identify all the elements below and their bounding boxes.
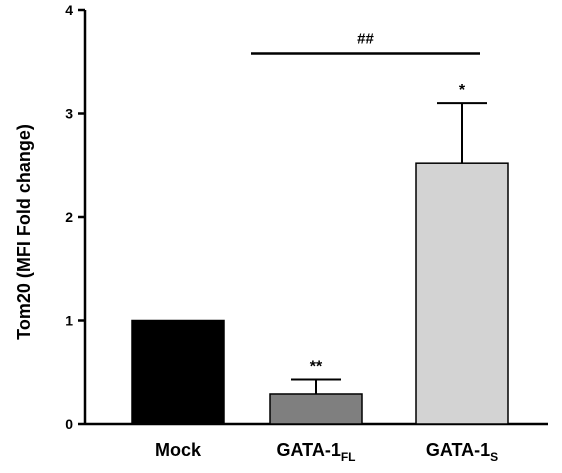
comparison-label: ## [357, 30, 374, 47]
x-tick-label-subscript: FL [341, 450, 356, 464]
significance-markers-group: *** [310, 82, 466, 375]
y-axis-label: Tom20 (MFI Fold change) [14, 124, 34, 340]
x-axis-tick-labels: Mock GATA-1FL GATA-1S [155, 440, 498, 464]
significance-marker: ** [310, 358, 323, 375]
y-tick-label: 2 [65, 209, 73, 225]
bar [131, 319, 225, 425]
bar [269, 393, 363, 425]
y-tick-label: 1 [65, 313, 73, 329]
y-tick-label: 0 [65, 416, 73, 432]
x-tick-label-main: Mock [155, 440, 202, 460]
x-tick-label-subscript: S [490, 450, 498, 464]
y-axis-ticks: 0 1 2 3 4 [65, 2, 85, 432]
bar [415, 162, 509, 425]
error-bars-group [291, 102, 487, 394]
bars-group [131, 162, 509, 425]
x-tick-label: GATA-1FL [277, 440, 356, 464]
y-tick-label: 3 [65, 106, 73, 122]
significance-marker: * [459, 82, 466, 99]
y-tick-label: 4 [65, 2, 73, 18]
x-tick-label: GATA-1S [426, 440, 498, 464]
x-tick-label-main: GATA-1 [277, 440, 341, 460]
comparison-bracket: ## [251, 30, 480, 55]
x-tick-label: Mock [155, 440, 202, 460]
x-tick-label-main: GATA-1 [426, 440, 490, 460]
